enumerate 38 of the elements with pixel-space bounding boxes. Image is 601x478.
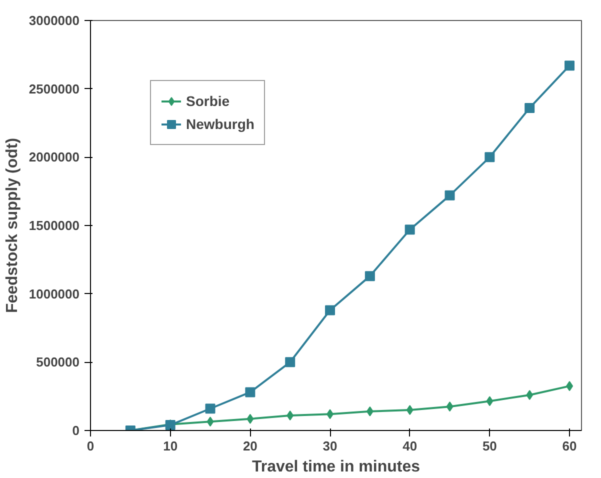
point bbox=[564, 60, 575, 71]
x-tick-label: 40 bbox=[402, 438, 418, 454]
x-tick-label: 60 bbox=[562, 438, 577, 454]
x-tick-label: 50 bbox=[482, 438, 497, 454]
point bbox=[285, 357, 296, 368]
point bbox=[484, 152, 495, 162]
point bbox=[286, 410, 294, 420]
point bbox=[245, 387, 256, 398]
x-tick-label: 0 bbox=[86, 438, 94, 454]
point bbox=[406, 405, 414, 415]
point bbox=[486, 396, 494, 406]
y-tick-label: 1500000 bbox=[28, 218, 80, 233]
point bbox=[404, 224, 415, 235]
y-tick-label: 0 bbox=[72, 423, 80, 438]
point bbox=[325, 305, 336, 316]
legend-label: Newburgh bbox=[186, 116, 254, 132]
point bbox=[524, 102, 535, 113]
x-tick-label: 30 bbox=[322, 438, 338, 454]
point bbox=[246, 414, 254, 424]
y-tick-label: 2500000 bbox=[28, 81, 80, 96]
point bbox=[326, 409, 334, 420]
y-axis-title: Feedstock supply (odt) bbox=[4, 138, 21, 314]
y-tick-label: 1000000 bbox=[28, 286, 80, 302]
y-tick-label: 2000000 bbox=[28, 150, 80, 165]
point bbox=[444, 190, 455, 200]
x-axis-title: Travel time in minutes bbox=[252, 458, 420, 476]
x-tick-label: 10 bbox=[163, 438, 178, 454]
point bbox=[205, 404, 216, 414]
point bbox=[206, 416, 214, 427]
y-tick-label: 500000 bbox=[36, 354, 80, 370]
y-tick-label: 3000000 bbox=[28, 13, 80, 28]
point bbox=[446, 402, 454, 412]
x-tick-label: 20 bbox=[242, 438, 258, 454]
point bbox=[566, 381, 574, 392]
point bbox=[526, 390, 534, 400]
point bbox=[364, 271, 375, 282]
legend-label: Sorbie bbox=[186, 93, 230, 109]
point bbox=[366, 406, 374, 416]
